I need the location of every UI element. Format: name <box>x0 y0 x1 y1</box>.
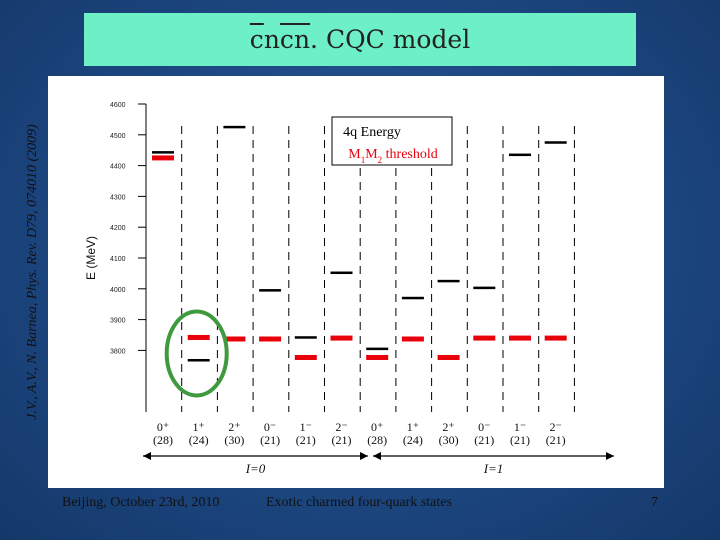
column-jp-label: 2⁻ <box>550 420 562 434</box>
highlight-ellipse <box>164 309 229 398</box>
threshold-level <box>509 335 531 341</box>
column-jp-label: 0⁻ <box>264 420 276 434</box>
column-count-label: (24) <box>403 433 423 447</box>
energy-level <box>473 286 496 290</box>
legend-energy-label: 4q Energy <box>343 125 401 140</box>
column-count-label: (21) <box>510 433 530 447</box>
energy-level <box>259 289 282 292</box>
column-count-label: (21) <box>296 433 316 447</box>
y-tick-label: 4400 <box>110 164 126 171</box>
energy-level <box>294 336 317 339</box>
y-tick-label: 3800 <box>110 348 126 355</box>
y-tick-label: 4000 <box>110 287 126 294</box>
title-c-bar-2: c <box>279 25 294 54</box>
title-n-1: n <box>263 25 280 54</box>
threshold-level <box>294 354 317 360</box>
y-tick-label: 4100 <box>110 256 126 263</box>
isospin-arrow-head-right <box>606 452 614 460</box>
threshold-level <box>330 335 353 341</box>
energy-level <box>401 296 424 300</box>
column-jp-label: 2⁺ <box>228 420 240 434</box>
y-tick-label: 4600 <box>110 102 126 109</box>
energy-level <box>509 153 531 157</box>
legend-box <box>331 116 453 166</box>
column-jp-label: 1⁻ <box>300 420 312 434</box>
footer-talk-title: Exotic charmed four-quark states <box>266 495 452 510</box>
footer-date: Beijing, October 23rd, 2010 <box>62 495 220 510</box>
isospin-arrow-head-left <box>143 452 151 460</box>
column-jp-label: 1⁺ <box>193 420 205 434</box>
column-count-label: (21) <box>332 433 352 447</box>
threshold-level <box>187 334 210 340</box>
energy-level <box>544 141 567 144</box>
column-jp-label: 1⁺ <box>407 420 419 434</box>
column-jp-label: 0⁻ <box>478 420 490 434</box>
threshold-level <box>223 336 246 342</box>
column-count-label: (21) <box>260 433 280 447</box>
threshold-level <box>259 336 282 342</box>
title-n-bar-2: n <box>293 25 311 54</box>
threshold-level <box>401 336 424 342</box>
energy-level <box>330 271 353 275</box>
y-tick-label: 3900 <box>110 318 126 325</box>
column-jp-label: 1⁻ <box>514 420 526 434</box>
title-c-bar-1: c <box>249 25 264 54</box>
isospin-arrow-head-right <box>360 452 368 460</box>
y-tick-label: 4200 <box>110 225 126 232</box>
title-rest: . CQC model <box>310 25 471 54</box>
chart-panel: E (MeV) 4600 4500 4400 4300 4200 4100 4000 3900 3… <box>48 76 664 488</box>
legend-threshold-label: M1M2 threshold <box>348 147 438 165</box>
energy-level <box>152 151 174 154</box>
column-count-label: (28) <box>153 433 173 447</box>
column-jp-label: 2⁻ <box>335 420 347 434</box>
y-axis-label: E (MeV) <box>84 236 98 280</box>
page-number: 7 <box>651 495 658 510</box>
column-count-label: (24) <box>189 433 209 447</box>
isospin-group-label: I=1 <box>483 461 504 476</box>
isospin-group-label: I=0 <box>245 461 266 476</box>
column-count-label: (30) <box>224 433 244 447</box>
energy-level <box>187 359 210 362</box>
threshold-level <box>544 335 567 341</box>
y-tick-label: 4300 <box>110 194 126 201</box>
column-count-label: (28) <box>367 433 387 447</box>
energy-level <box>366 347 389 351</box>
column-count-label: (21) <box>546 433 566 447</box>
threshold-level <box>366 354 389 360</box>
column-jp-label: 0⁺ <box>157 420 169 434</box>
column-jp-label: 2⁺ <box>442 420 454 434</box>
column-jp-label: 0⁺ <box>371 420 383 434</box>
energy-level <box>437 279 460 283</box>
y-tick-label: 4500 <box>110 133 126 140</box>
column-count-label: (30) <box>439 433 459 447</box>
side-citation: J.V., A.V., N. Barnea, Phys. Rev. D79, 0… <box>25 124 40 420</box>
side-citation-wrapper: J.V., A.V., N. Barnea, Phys. Rev. D79, 0… <box>0 0 46 540</box>
threshold-level <box>152 155 174 161</box>
level-diagram-chart: E (MeV) 4600 4500 4400 4300 4200 4100 4000 3900 3… <box>84 102 614 476</box>
energy-level <box>223 125 246 129</box>
column-count-label: (21) <box>474 433 494 447</box>
threshold-level <box>437 354 460 360</box>
isospin-arrow-head-left <box>373 452 381 460</box>
threshold-level <box>473 335 496 341</box>
